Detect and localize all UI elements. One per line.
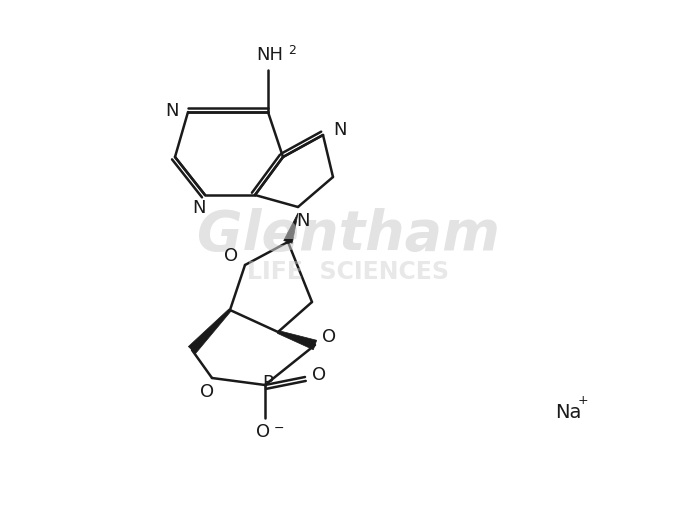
Text: O: O [312, 366, 326, 384]
Polygon shape [189, 309, 231, 354]
Text: O: O [322, 328, 336, 346]
Text: N: N [165, 102, 179, 120]
Text: N: N [192, 199, 206, 217]
Text: O: O [256, 423, 270, 441]
Polygon shape [284, 213, 298, 243]
Text: N: N [333, 121, 347, 139]
Text: N: N [296, 212, 310, 230]
Text: Glentham: Glentham [196, 208, 500, 262]
Text: +: + [578, 394, 588, 407]
Text: NH: NH [257, 46, 283, 64]
Text: Na: Na [555, 402, 581, 422]
Text: 2: 2 [288, 44, 296, 57]
Polygon shape [278, 331, 317, 350]
Text: P: P [262, 374, 274, 392]
Text: LIFE  SCIENCES: LIFE SCIENCES [247, 260, 449, 284]
Text: −: − [274, 422, 284, 435]
Text: O: O [224, 247, 238, 265]
Text: O: O [200, 383, 214, 401]
